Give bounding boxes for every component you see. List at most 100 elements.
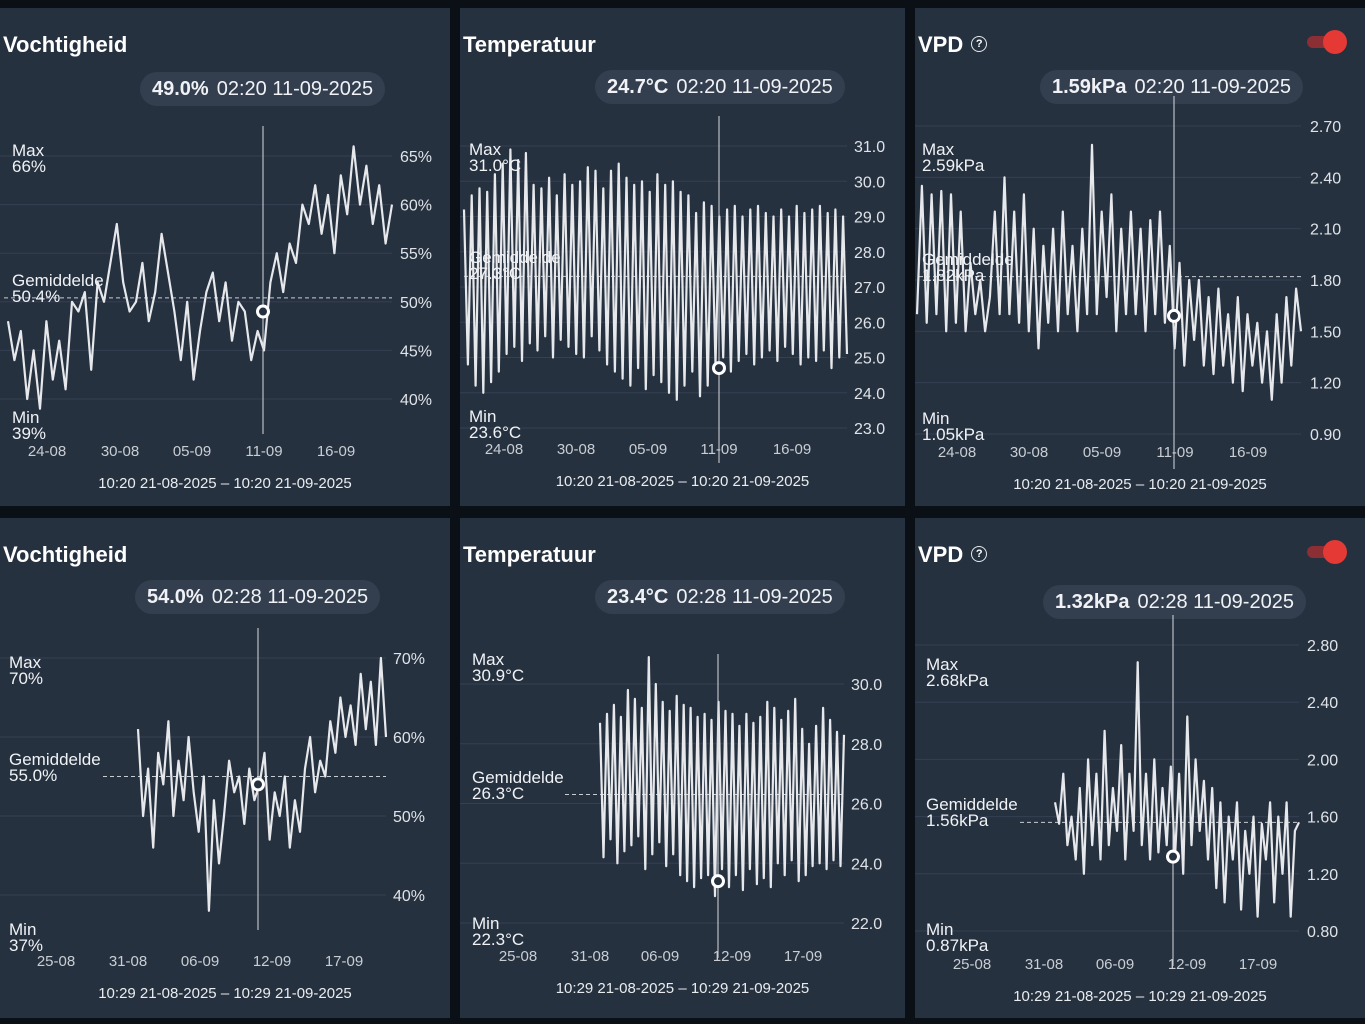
y-tick-label: 40%: [393, 888, 425, 905]
line-chart[interactable]: 70%60%50%40%Max70%Gemiddelde55.0%Min37%2…: [0, 518, 450, 1018]
chart-card-1: Vochtigheid 49.0% 02:20 11-09-2025 65% 60% 55…: [0, 8, 450, 506]
readout-time: 02:20 11-09-2025: [216, 78, 374, 100]
x-tick-label: 25-08: [37, 953, 75, 970]
chart-toggle-switch[interactable]: [1307, 30, 1347, 54]
chart-title-text: Vochtigheid: [3, 32, 128, 57]
x-tick-label: 25-08: [499, 948, 537, 965]
max-label: Max: [469, 140, 502, 159]
y-tick-label: 31.0: [854, 139, 885, 156]
y-tick-label: 30.0: [854, 174, 885, 191]
y-tick-label: 28.0: [854, 245, 885, 262]
y-tick-label: 1.50: [1310, 324, 1341, 341]
avg-label: Gemiddelde: [926, 795, 1018, 814]
chart-title-text: VPD: [918, 32, 964, 57]
readout-value: 23.4°C: [607, 586, 669, 608]
series-line: [598, 656, 846, 898]
cursor-marker[interactable]: [256, 304, 270, 319]
chart-card-6: VPD? 1.32kPa 02:28 11-09-2025 2.80 2.40 2.00 1…: [915, 518, 1365, 1018]
value-readout-pill: 24.7°C 02:20 11-09-2025: [595, 70, 845, 104]
x-tick-label: 31-08: [109, 953, 147, 970]
y-tick-label: 26.0: [851, 797, 882, 814]
date-range-label: 10:20 21-08-2025 – 10:20 21-09-2025: [98, 475, 352, 492]
x-tick-label: 06-09: [181, 953, 219, 970]
line-chart[interactable]: 30.028.026.024.022.0Max30.9°CGemiddelde2…: [460, 518, 905, 1018]
x-tick-label: 05-09: [1083, 444, 1121, 461]
min-label: Min: [12, 408, 39, 427]
readout-value: 49.0%: [152, 78, 209, 100]
chart-card-5: Temperatuur 23.4°C 02:28 11-09-2025 30.0 28.…: [460, 518, 905, 1018]
max-value: 2.68kPa: [926, 671, 989, 690]
readout-time: 02:20 11-09-2025: [1134, 76, 1291, 98]
y-tick-label: 2.40: [1310, 170, 1341, 187]
x-tick-label: 11-09: [1156, 444, 1193, 461]
x-tick-label: 06-09: [1096, 956, 1134, 973]
y-tick-label: 1.20: [1307, 867, 1338, 884]
chart-title: VPD?: [918, 542, 988, 568]
min-label: Min: [926, 920, 953, 939]
y-tick-label: 60%: [393, 730, 425, 747]
toggle-knob: [1323, 30, 1347, 54]
max-label: Max: [12, 141, 45, 160]
y-tick-label: 22.0: [851, 916, 882, 933]
avg-label: Gemiddelde: [12, 271, 104, 290]
max-value: 2.59kPa: [922, 156, 985, 175]
x-tick-label: 11-09: [700, 441, 737, 458]
avg-label: Gemiddelde: [9, 750, 101, 769]
cursor-marker[interactable]: [251, 777, 265, 792]
readout-time: 02:20 11-09-2025: [676, 76, 833, 98]
date-range-label: 10:20 21-08-2025 – 10:20 21-09-2025: [556, 473, 810, 490]
cursor-marker[interactable]: [712, 361, 726, 376]
y-tick-label: 1.20: [1310, 376, 1341, 393]
max-value: 30.9°C: [472, 666, 524, 685]
line-chart[interactable]: 31.030.029.028.027.026.025.024.023.0Max3…: [460, 8, 905, 506]
y-tick-label: 2.00: [1307, 752, 1338, 769]
y-tick-label: 25.0: [854, 351, 885, 368]
chart-title: VPD?: [918, 32, 988, 58]
readout-time: 02:28 11-09-2025: [211, 586, 369, 608]
chart-title: Vochtigheid: [3, 542, 127, 568]
y-tick-label: 30.0: [851, 677, 882, 694]
min-label: Min: [922, 409, 949, 428]
x-tick-label: 05-09: [173, 443, 211, 460]
readout-time: 02:28 11-09-2025: [676, 586, 833, 608]
y-tick-label: 70%: [393, 651, 425, 668]
readout-value: 1.32kPa: [1055, 591, 1130, 613]
x-tick-label: 12-09: [253, 953, 291, 970]
y-tick-label: 1.60: [1307, 810, 1338, 827]
x-tick-label: 16-09: [317, 443, 355, 460]
chart-card-4: Vochtigheid 54.0% 02:28 11-09-2025 70% 60% 50…: [0, 518, 450, 1018]
x-tick-label: 12-09: [1168, 956, 1206, 973]
avg-value: 55.0%: [9, 766, 57, 785]
value-readout-pill: 1.59kPa 02:20 11-09-2025: [1040, 70, 1303, 104]
series-line: [136, 656, 388, 912]
avg-label: Gemiddelde: [469, 248, 561, 267]
chart-toggle-switch[interactable]: [1307, 540, 1347, 564]
cursor-marker[interactable]: [1167, 308, 1181, 323]
y-tick-label: 2.70: [1310, 119, 1341, 136]
x-tick-label: 24-08: [28, 443, 66, 460]
x-tick-label: 24-08: [938, 444, 976, 461]
chart-title-text: VPD: [918, 542, 964, 567]
x-tick-label: 30-08: [1010, 444, 1048, 461]
y-tick-label: 2.40: [1307, 695, 1338, 712]
max-value: 31.0°C: [469, 156, 521, 175]
y-tick-label: 0.80: [1307, 924, 1338, 941]
x-tick-label: 30-08: [101, 443, 139, 460]
series-line: [462, 148, 849, 401]
series-line: [915, 143, 1303, 401]
y-tick-label: 50%: [400, 295, 432, 312]
help-icon[interactable]: ?: [971, 36, 988, 53]
chart-title-text: Temperatuur: [463, 32, 596, 57]
x-tick-label: 06-09: [641, 948, 679, 965]
chart-title-text: Vochtigheid: [3, 542, 128, 567]
cursor-marker[interactable]: [1166, 849, 1180, 864]
y-tick-label: 55%: [400, 246, 432, 263]
y-tick-label: 29.0: [854, 210, 885, 227]
value-readout-pill: 1.32kPa 02:28 11-09-2025: [1043, 585, 1306, 619]
cursor-marker[interactable]: [711, 874, 725, 889]
help-icon[interactable]: ?: [971, 546, 988, 563]
readout-value: 54.0%: [147, 586, 204, 608]
